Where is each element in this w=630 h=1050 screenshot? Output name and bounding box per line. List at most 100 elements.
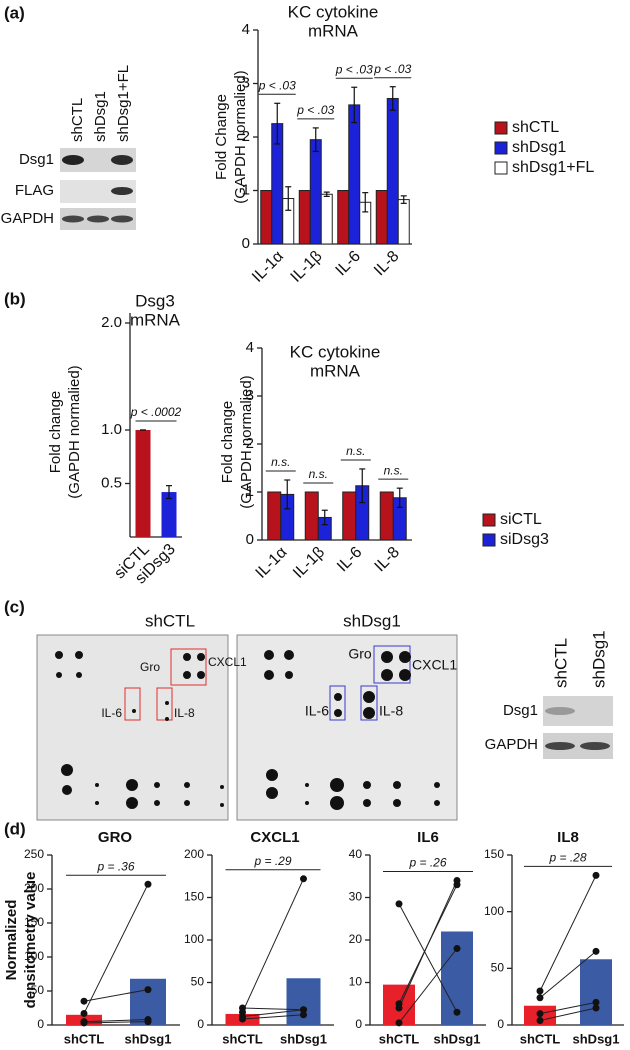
array-spot (381, 669, 393, 681)
array-spot (132, 709, 136, 713)
y-tick-label: 250 (24, 847, 44, 861)
x-tick-label: IL-1α (249, 248, 287, 286)
data-point (453, 877, 461, 884)
array-spot (284, 650, 294, 660)
y-tick-label: 50 (191, 975, 205, 989)
x-tick-label: IL-6 (333, 248, 365, 280)
array-spot (266, 787, 278, 799)
array-spot (55, 651, 63, 659)
bar (397, 199, 410, 245)
spot-label: CXCL1 (208, 655, 247, 669)
array-spot (434, 782, 440, 788)
y-tick-label: 150 (484, 847, 504, 861)
spot-label: IL-6 (101, 706, 122, 720)
chart-title: IL6 (417, 829, 439, 846)
y-axis-label: (GAPDH normalied) (66, 365, 83, 498)
highlight-box (156, 687, 173, 721)
y-tick-label: 0 (497, 1017, 504, 1031)
legend-swatch (494, 141, 508, 155)
data-point (395, 1019, 403, 1027)
pair-line (242, 1014, 304, 1020)
pair-line (242, 878, 304, 1013)
highlight-box (360, 685, 378, 721)
array-spot (56, 672, 62, 678)
y-axis-label: Fold change (219, 401, 236, 484)
array-spot (264, 670, 274, 680)
array-spot (62, 785, 72, 795)
spot-label: IL-6 (305, 703, 329, 719)
y-tick-label: 150 (184, 890, 204, 904)
significance-label: n.s. (384, 463, 403, 477)
bar (161, 492, 177, 537)
x-tick-label: shCTL (222, 1031, 263, 1046)
spot-label: Gro (348, 646, 372, 662)
significance-label: p < .0002 (130, 405, 182, 419)
array-spot (393, 799, 401, 807)
x-tick-label: IL-8 (371, 248, 403, 280)
x-tick-label: IL-1β (288, 248, 326, 286)
x-tick-label: IL-1β (290, 544, 328, 582)
bar (260, 190, 273, 245)
data-point (536, 1016, 544, 1024)
array-spot (334, 709, 342, 717)
y-tick-label: 1 (242, 181, 250, 198)
array-spot (393, 781, 401, 789)
chart-title: mRNA (308, 21, 359, 40)
y-tick-label: 2 (246, 435, 254, 452)
y-tick-label: 100 (184, 932, 204, 946)
band (87, 215, 109, 223)
x-tick-label: shDsg1 (434, 1031, 481, 1046)
data-point (453, 1008, 461, 1016)
bar (298, 190, 311, 245)
array-spot (363, 799, 371, 807)
row-label: Dsg1 (19, 151, 54, 168)
significance-label: p < .03 (373, 62, 411, 76)
chart-title: KC cytokine (290, 342, 381, 361)
array-spot (61, 764, 73, 776)
chart-title: GRO (98, 829, 133, 846)
significance-label: p = .29 (253, 854, 291, 868)
y-tick-label: 20 (349, 932, 363, 946)
data-point (80, 1009, 88, 1017)
spot-label: CXCL1 (412, 657, 457, 673)
array-spot (266, 769, 278, 781)
y-tick-label: 4 (242, 21, 250, 38)
array-spot (165, 717, 169, 721)
lane-label: shDsg1+FL (115, 65, 132, 142)
data-point (536, 987, 544, 995)
array-spot (305, 783, 309, 787)
y-tick-label: 100 (24, 949, 44, 963)
significance-label: p < .03 (258, 78, 296, 92)
lane-label: shCTL (551, 638, 570, 688)
data-point (80, 997, 88, 1005)
panel-label: (c) (4, 597, 25, 616)
bar (348, 104, 361, 245)
pair-line (83, 1019, 149, 1023)
significance-label: p = .28 (548, 851, 586, 865)
significance-label: p = .26 (408, 856, 446, 870)
data-point (144, 1018, 152, 1026)
bar (386, 97, 399, 245)
row-label: GAPDH (485, 736, 538, 753)
y-tick-label: 50 (491, 961, 505, 975)
array-spot (381, 651, 393, 663)
y-tick-label: 150 (24, 915, 44, 929)
significance-label: n.s. (309, 467, 328, 481)
pair-line (83, 884, 149, 1014)
bar (320, 193, 333, 245)
row-label: GAPDH (1, 210, 54, 227)
y-tick-label: 50 (31, 983, 45, 997)
pair-line (398, 880, 458, 1009)
array-spot (126, 779, 138, 791)
highlight-box (329, 685, 346, 721)
y-axis-label: Normalized (3, 900, 20, 981)
data-point (300, 875, 307, 883)
band (62, 155, 84, 165)
y-tick-label: 1.0 (101, 421, 122, 438)
array-spot (75, 651, 83, 659)
array-spot (126, 797, 138, 809)
y-tick-label: 0 (37, 1017, 44, 1031)
y-axis-label: (GAPDH normalied) (238, 375, 255, 508)
bar (379, 491, 394, 541)
y-tick-label: 0 (242, 235, 250, 252)
